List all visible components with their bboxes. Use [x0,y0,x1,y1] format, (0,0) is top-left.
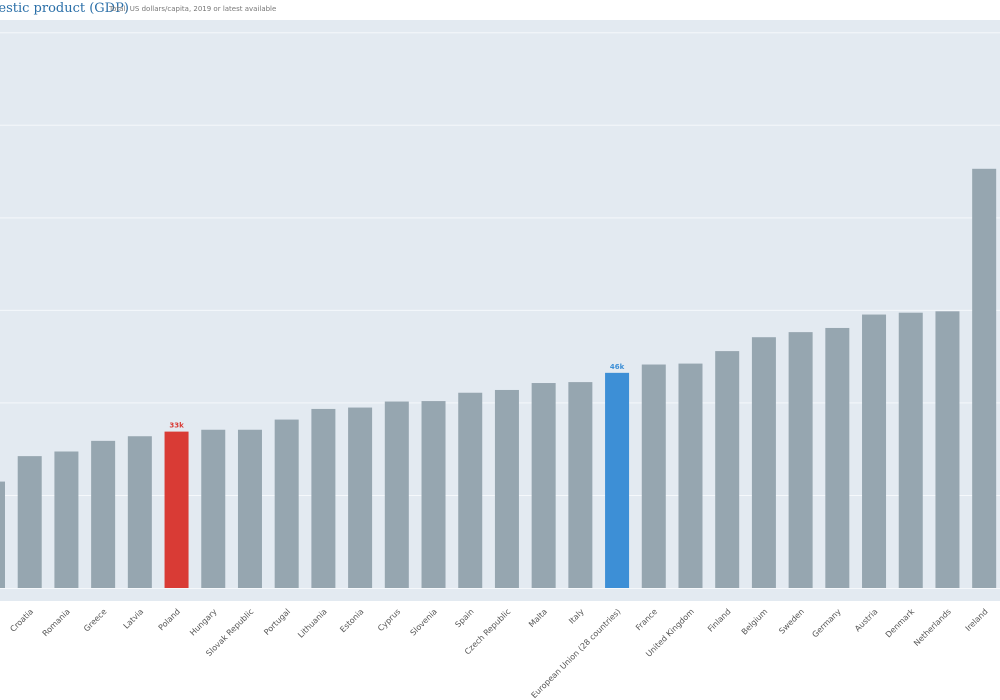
x-tick-label-finland: Finland [706,607,733,634]
x-tick-label-slovenia: Slovenia [408,607,439,638]
bar-czech-republic [494,389,519,588]
bar-lithuania [311,408,336,588]
bar-ireland [972,168,997,588]
x-tick-label-denmark: Denmark [884,607,917,640]
x-tick-label-cyprus: Cyprus [376,607,402,633]
chart-subtitle: Total, US dollars/capita, 2019 or latest… [109,5,277,13]
x-tick-label-hungary: Hungary [188,607,219,638]
bar-sweden [788,332,813,588]
bar-hungary [201,429,226,588]
x-tick-label-france: France [634,607,659,632]
bar-slovenia [421,401,446,588]
bar-latvia [127,436,152,588]
bar-greece [91,440,116,588]
x-tick-label-italy: Italy [567,607,586,626]
x-tick-label-estonia: Estonia [338,607,365,634]
chart-header: nestic product (GDP) Total, US dollars/c… [0,0,1000,20]
x-tick-label-netherlands: Netherlands [912,607,953,648]
x-tick-label-greece: Greece [82,607,109,634]
x-tick-label-poland: Poland [157,607,182,632]
bar-romania [54,451,79,588]
bar-slovak-republic [237,429,262,588]
bar-croatia [17,456,42,588]
x-tick-label-austria: Austria [853,607,879,633]
x-tick-label-lithuania: Lithuania [296,607,329,640]
bar-clipped [0,481,5,588]
bar-portugal [274,419,299,588]
x-tick-label-latvia: Latvia [122,607,146,631]
bar-italy [568,382,593,588]
chart-title: nestic product (GDP) [0,1,129,16]
bar-netherlands [935,311,960,588]
bar-germany [825,327,850,588]
bar-finland [715,351,740,588]
bar-european-union-28-countries [605,372,630,588]
bar-spain [458,392,483,588]
x-tick-label-malta: Malta [527,607,549,629]
x-tick-label-croatia: Croatia [8,607,35,634]
data-label-european-union-28-countries: 46k [610,363,625,371]
x-tick-label-belgium: Belgium [740,607,770,637]
bar-austria [862,314,887,588]
bar-estonia [348,407,373,588]
bar-denmark [898,312,923,588]
data-label-poland: 33k [169,422,184,430]
bar-cyprus [384,401,409,588]
bar-france [641,364,666,588]
x-tick-label-spain: Spain [453,607,475,629]
bar-poland [164,431,189,588]
x-tick-label-sweden: Sweden [777,607,806,636]
x-tick-label-portugal: Portugal [262,607,292,637]
bar-belgium [751,337,776,588]
x-tick-label-romania: Romania [41,607,72,638]
bar-malta [531,383,556,588]
x-tick-label-ireland: Ireland [964,607,990,633]
bar-united-kingdom [678,363,703,588]
x-tick-label-germany: Germany [810,607,843,640]
